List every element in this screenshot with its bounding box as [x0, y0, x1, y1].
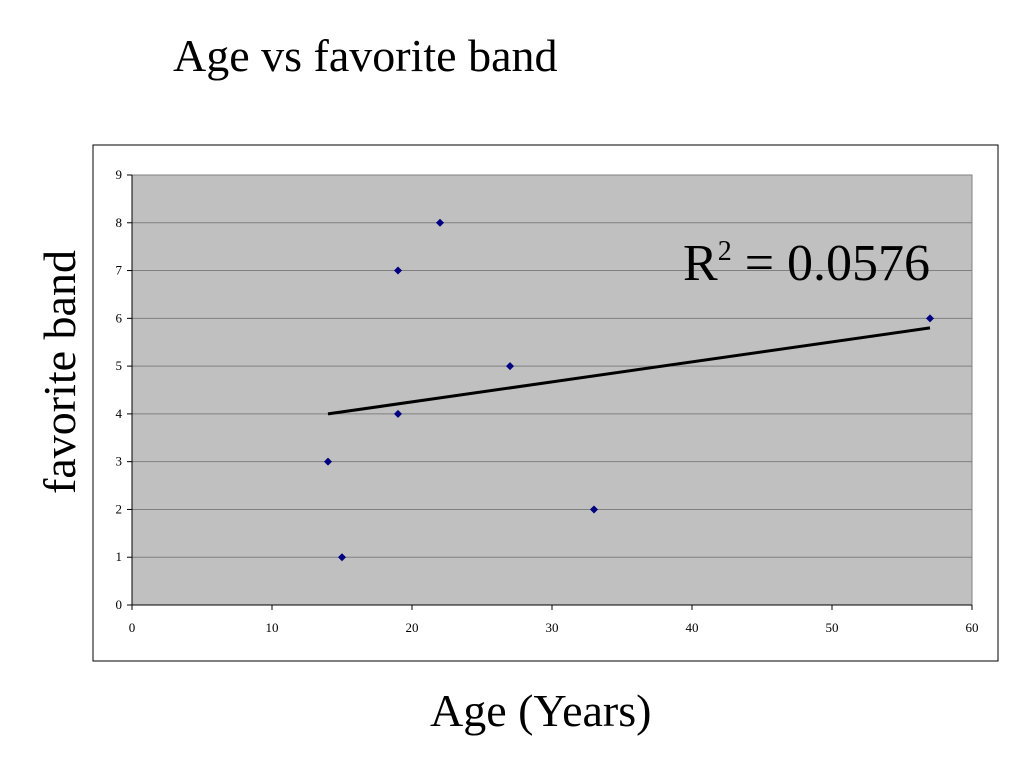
data-point-4: [436, 218, 444, 227]
x-tick-label-20: 20: [406, 620, 419, 635]
trendline-group: [327, 326, 931, 416]
chart-title: Age vs favorite band: [173, 30, 558, 81]
x-tick-label-30: 30: [546, 620, 559, 635]
x-tick-label-50: 50: [826, 620, 839, 635]
x-tick-label-10: 10: [266, 620, 279, 635]
axes: [127, 174, 973, 610]
y-tick-label-0: 0: [116, 597, 123, 612]
y-tick-label-4: 4: [116, 406, 123, 421]
data-point-2: [394, 266, 402, 275]
x-tick-label-40: 40: [686, 620, 699, 635]
y-tick-label-8: 8: [116, 215, 123, 230]
x-tick-label-60: 60: [966, 620, 979, 635]
y-tick-label-2: 2: [116, 501, 123, 516]
y-tick-label-6: 6: [116, 310, 123, 325]
r-squared-annotation: R2 = 0.0576: [683, 235, 930, 292]
y-tick-label-9: 9: [116, 167, 123, 182]
data-point-7: [926, 314, 934, 323]
x-axis-label: Age (Years): [430, 685, 652, 736]
y-tick-label-5: 5: [116, 358, 123, 373]
tick-labels: 0 1 2 3 4 5 6 7 8 9 0 10 20 30 40 50 60: [116, 167, 979, 635]
data-point-1: [338, 553, 346, 562]
data-point-3: [394, 409, 402, 418]
data-point-0: [324, 457, 332, 466]
data-point-5: [506, 362, 514, 371]
x-tick-label-0: 0: [129, 620, 136, 635]
trendline: [327, 326, 931, 416]
plot-area: [131, 174, 973, 606]
data-points: [324, 218, 934, 562]
data-point-6: [590, 505, 598, 514]
y-tick-label-3: 3: [116, 454, 123, 469]
y-tick-label-7: 7: [116, 263, 123, 278]
y-tick-label-1: 1: [116, 549, 123, 564]
gridlines: [132, 174, 972, 558]
